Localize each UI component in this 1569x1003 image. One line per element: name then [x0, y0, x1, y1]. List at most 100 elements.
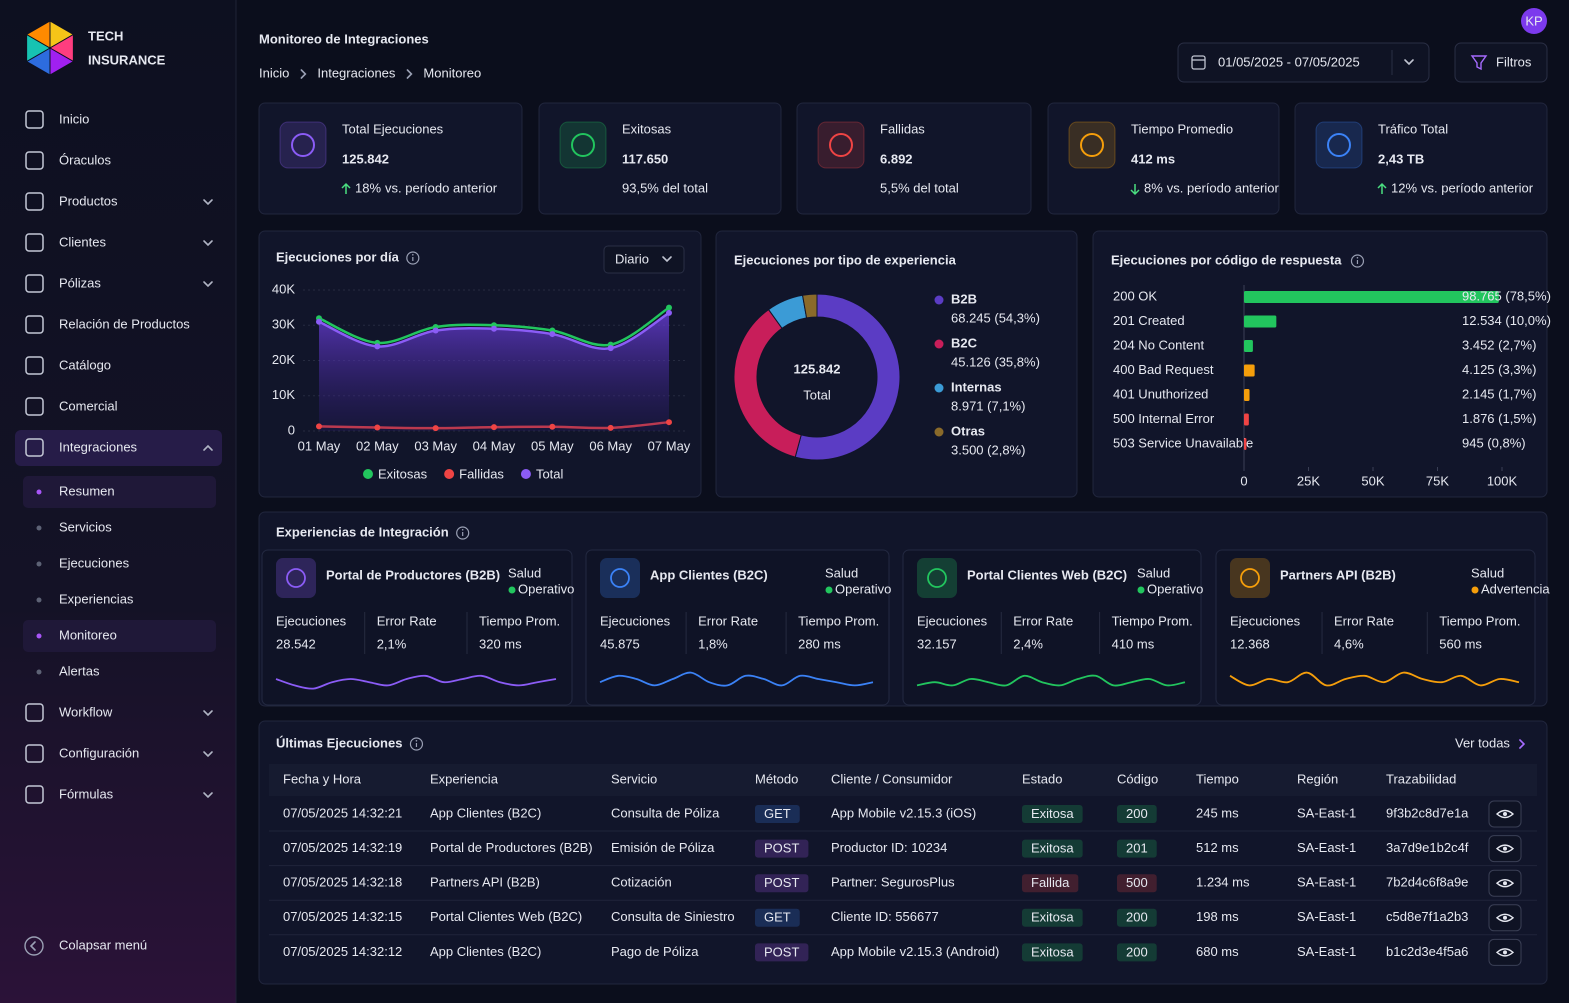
nav-item[interactable]: Óraculos — [25, 151, 112, 170]
nav-item[interactable]: Inicio — [25, 110, 89, 129]
nav-item[interactable]: Comercial — [25, 397, 118, 416]
legend-label: B2C — [951, 335, 978, 350]
pill-text: GET — [764, 910, 791, 925]
data-point — [666, 309, 672, 316]
nav-item[interactable]: Catálogo — [25, 356, 111, 375]
data-point — [666, 304, 672, 311]
experience-icon-bg — [917, 558, 957, 598]
metric-value: 1,8% — [698, 636, 728, 651]
collapse-menu[interactable]: Colapsar menú — [24, 936, 147, 956]
nav-item[interactable]: Integraciones — [15, 430, 222, 466]
data-point — [491, 424, 497, 431]
view-all-label: Ver todas — [1455, 735, 1510, 750]
column-header: Código — [1117, 771, 1158, 786]
table-row: 07/05/2025 14:32:15 Portal Clientes Web (… — [269, 904, 1537, 936]
logo-facet — [25, 20, 51, 49]
nav-icon — [25, 274, 44, 293]
x-tick-label: 06 May — [589, 438, 632, 453]
nav-subitem[interactable]: Ejecuciones — [36, 555, 130, 570]
nav-item[interactable]: Productos — [25, 192, 213, 211]
health-label: Salud — [1137, 565, 1170, 580]
view-button[interactable] — [1488, 869, 1522, 897]
breadcrumb-item[interactable]: Integraciones — [317, 65, 396, 80]
nav-item[interactable]: Configuración — [25, 744, 213, 763]
experience-card[interactable]: Portal de Productores (B2B) SaludOperativ… — [261, 549, 574, 706]
nav-subitem[interactable]: Alertas — [36, 663, 100, 678]
nav-item[interactable]: Workflow — [25, 703, 213, 722]
eye-icon — [1495, 913, 1515, 922]
logo-icon — [25, 20, 75, 76]
breadcrumb-item[interactable]: Inicio — [259, 65, 289, 80]
nav-label: Inicio — [59, 111, 89, 126]
nav-item[interactable]: Relación de Productos — [25, 315, 190, 334]
nav-subitem[interactable]: Monitoreo — [23, 620, 216, 652]
pill-text: GET — [764, 806, 791, 821]
filters-button[interactable]: Filtros — [1454, 42, 1548, 83]
date-range-picker[interactable]: 01/05/2025 - 07/05/2025 — [1177, 42, 1430, 83]
metric-value: 32.157 — [917, 636, 957, 651]
nav-item[interactable]: Fórmulas — [25, 785, 213, 804]
metric-label: Error Rate — [377, 613, 437, 628]
kpi-icon-bg — [817, 121, 865, 169]
nav-item[interactable]: Pólizas — [25, 274, 213, 293]
table-cell: SA-East-1 — [1297, 840, 1356, 855]
view-button[interactable] — [1488, 904, 1522, 932]
column-header: Región — [1297, 771, 1338, 786]
nav-sub-dot — [36, 561, 42, 567]
view-all-link[interactable]: Ver todas — [1455, 735, 1526, 750]
status-pill — [1117, 943, 1157, 962]
period-selector[interactable]: Diario — [603, 245, 685, 274]
executions-table: Últimas Ejecuciones Ver todas Fecha y Hora… — [258, 720, 1548, 985]
pill-text: 200 — [1126, 806, 1148, 821]
nav-label: Workflow — [59, 704, 113, 719]
info-dot — [1356, 257, 1359, 259]
x-tick-label: 02 May — [356, 438, 399, 453]
chevron-icon — [662, 256, 672, 263]
table-row: 07/05/2025 14:32:18 Partners API (B2B) Cot… — [269, 869, 1537, 901]
user-avatar[interactable]: KP — [1521, 8, 1547, 34]
nav-subitem[interactable]: Resumen — [23, 476, 216, 508]
trend-arrow — [1377, 182, 1387, 194]
status-pill — [1022, 805, 1083, 823]
info-icon — [409, 737, 424, 751]
nav-sub-label: Servicios — [59, 519, 112, 534]
table-row: 07/05/2025 14:32:21 App Clientes (B2C) Con… — [269, 800, 1537, 832]
view-button[interactable] — [1488, 800, 1522, 828]
table-cell: App Mobile v2.15.3 (Android) — [831, 944, 999, 959]
table-row: 07/05/2025 14:32:12 App Clientes (B2C) Pag… — [283, 938, 1522, 966]
nav-subitem[interactable]: Servicios — [36, 519, 113, 534]
table-cell: 9f3b2c8d7e1a — [1386, 805, 1469, 820]
nav-subitem[interactable]: Experiencias — [36, 591, 134, 606]
table-cell: 07/05/2025 14:32:18 — [283, 875, 402, 890]
category-label: 401 Unuthorized — [1113, 386, 1208, 401]
data-point — [607, 345, 614, 352]
date-range-text: 01/05/2025 - 07/05/2025 — [1218, 54, 1360, 69]
nav-item[interactable]: Clientes — [25, 233, 213, 252]
view-button[interactable] — [1488, 835, 1522, 863]
view-button[interactable] — [1488, 938, 1522, 966]
sparkline — [599, 671, 874, 687]
nav-label: Óraculos — [59, 152, 112, 167]
table-cell: Portal de Productores (B2B) — [430, 840, 593, 855]
table-cell: Consulta de Póliza — [611, 805, 720, 820]
nav-label: Relación de Productos — [59, 316, 190, 331]
kpi-value: 6.892 — [880, 151, 913, 166]
legend-label: Fallidas — [459, 466, 504, 481]
kpi-change-text: vs. período anterior — [385, 180, 498, 195]
metric-value: 45.875 — [600, 636, 640, 651]
experience-card-bg — [585, 549, 890, 706]
kpi-icon-bg — [1315, 121, 1363, 169]
info-icon — [1350, 254, 1365, 268]
column-header: Estado — [1022, 771, 1062, 786]
chevron-icon — [203, 199, 213, 206]
nav-sub-label: Resumen — [59, 483, 115, 498]
table-cell: Partners API (B2B) — [430, 875, 540, 890]
legend-value: 8.971 (7,1%) — [951, 398, 1025, 413]
kpi-card-bg — [796, 102, 1032, 215]
pill-text: Exitosa — [1031, 944, 1074, 959]
